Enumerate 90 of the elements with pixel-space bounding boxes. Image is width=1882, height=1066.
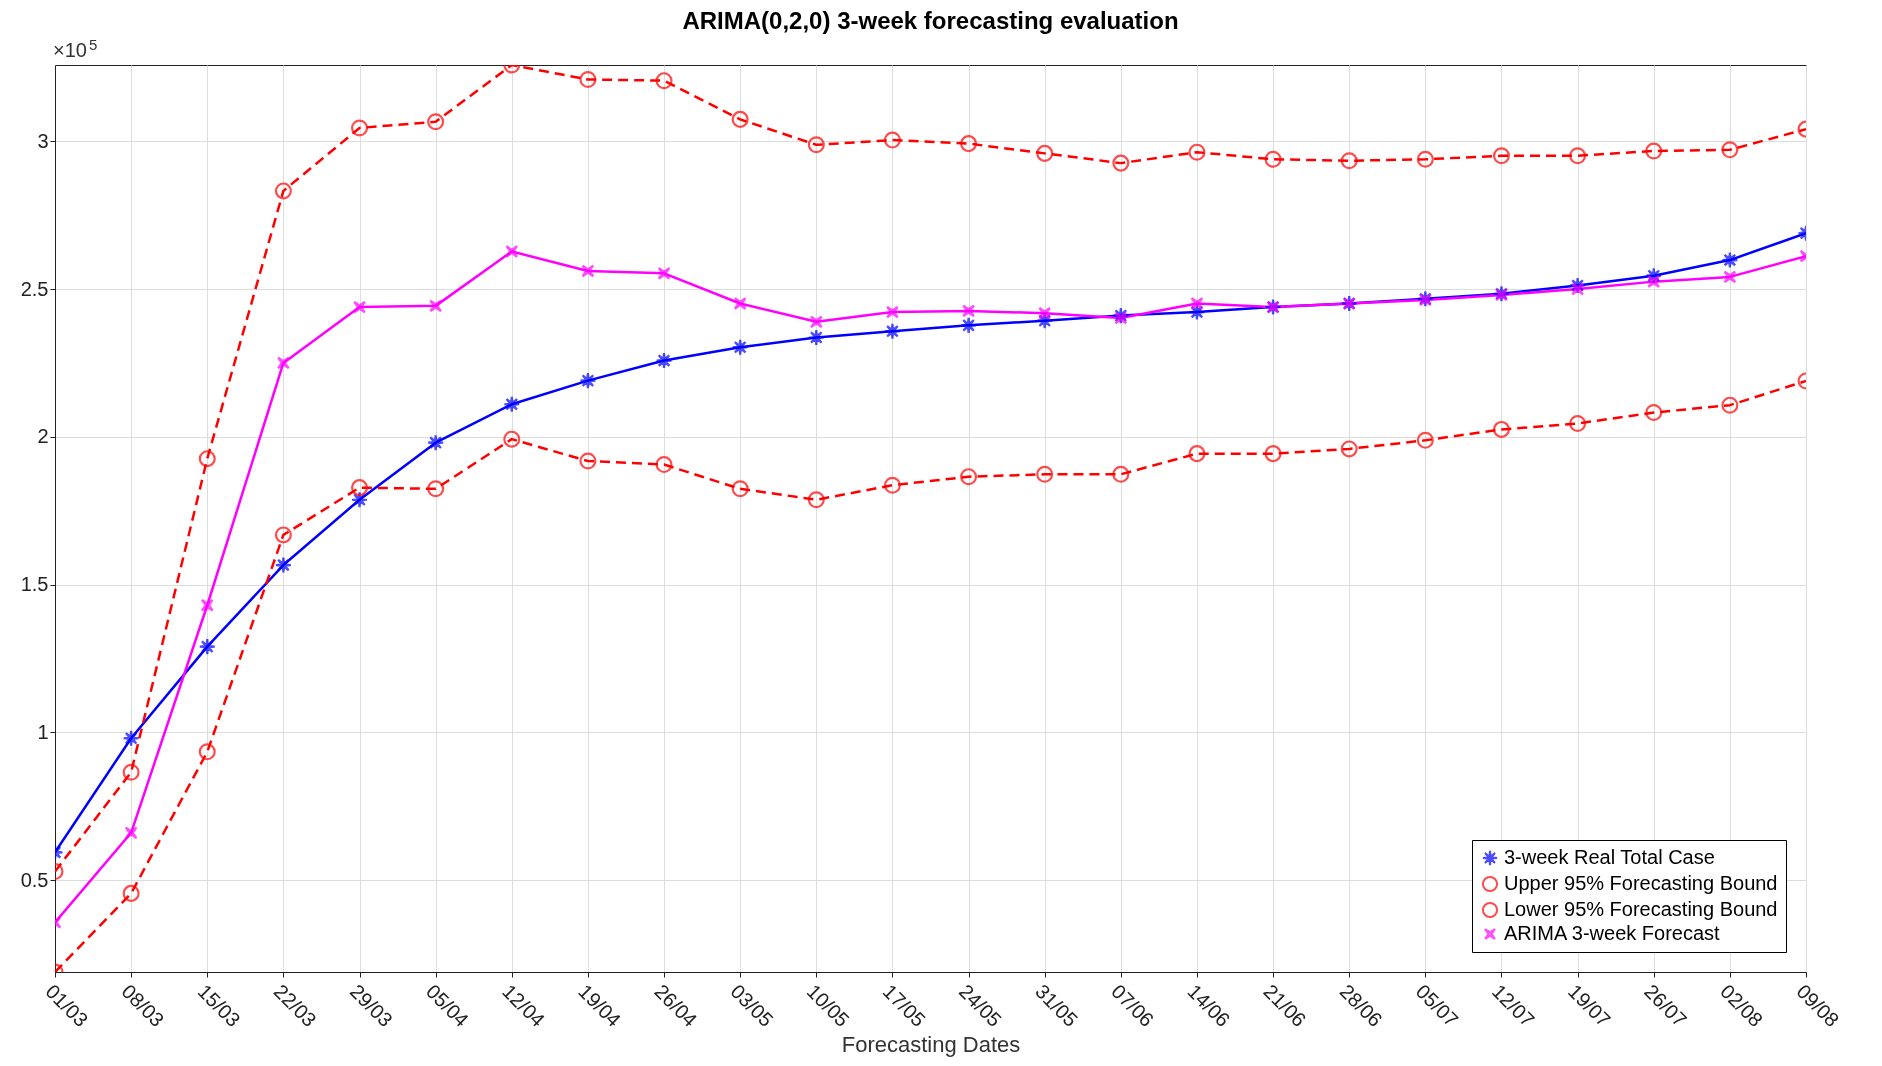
chart-title: ARIMA(0,2,0) 3-week forecasting evaluation (682, 7, 1179, 34)
legend-label: 3-week Real Total Case (1504, 846, 1715, 868)
point (960, 468, 978, 486)
point (277, 356, 290, 370)
point (351, 119, 369, 137)
point (655, 72, 673, 90)
point (886, 305, 899, 319)
point (1569, 414, 1587, 432)
x-axis-title: Forecasting Dates (841, 1032, 1021, 1058)
legend-label: Upper 95% Forecasting Bound (1504, 872, 1778, 894)
point (1569, 276, 1587, 294)
point (122, 884, 140, 902)
point (200, 598, 214, 612)
legend-label: Lower 95% Forecasting Bound (1504, 898, 1778, 920)
point (1645, 142, 1663, 160)
point (427, 480, 445, 498)
point (198, 450, 216, 468)
point (809, 315, 823, 329)
point (1492, 147, 1510, 165)
point (1340, 440, 1358, 458)
point (581, 264, 595, 278)
point (1416, 150, 1434, 168)
point (1569, 147, 1587, 165)
point (960, 135, 978, 153)
point (1190, 297, 1204, 310)
point (1723, 270, 1737, 284)
point (883, 131, 901, 149)
point (122, 729, 140, 747)
point (733, 297, 747, 310)
point (883, 476, 901, 494)
point (274, 556, 292, 574)
point (731, 480, 749, 498)
point (1112, 307, 1130, 325)
point (1645, 267, 1663, 285)
point (353, 300, 366, 314)
point (503, 430, 521, 448)
point (505, 245, 519, 258)
point (503, 395, 521, 413)
point (1264, 150, 1282, 168)
point (351, 491, 369, 509)
legend-label: ARIMA 3-week Forecast (1504, 922, 1721, 944)
y-tick-label: 0.5 (20, 868, 49, 891)
point (274, 182, 292, 200)
point (351, 479, 369, 497)
point (1036, 144, 1054, 162)
point (1112, 465, 1130, 483)
y-tick-label: 3 (37, 129, 49, 152)
point (122, 763, 140, 781)
point (807, 136, 825, 154)
y-tick-label: 2.5 (20, 277, 49, 300)
point (1188, 445, 1206, 463)
point (579, 452, 597, 470)
point (1112, 154, 1130, 172)
y-tick-label: 1.5 (20, 573, 49, 596)
point (1721, 141, 1739, 159)
point (1340, 152, 1358, 170)
point (731, 110, 749, 128)
point (807, 491, 825, 509)
y-tick-label: 2 (37, 425, 49, 448)
point (1645, 404, 1663, 422)
point (657, 267, 671, 280)
point (1492, 420, 1510, 438)
point (1036, 312, 1054, 330)
point (731, 338, 749, 356)
point (1114, 311, 1128, 325)
point (427, 113, 445, 131)
point (579, 372, 597, 390)
point (1038, 306, 1052, 320)
point (962, 304, 975, 318)
point (274, 526, 292, 544)
point (1571, 282, 1584, 296)
point (807, 328, 825, 346)
point (429, 299, 442, 313)
point (1264, 445, 1282, 463)
point (960, 316, 978, 334)
point (198, 638, 216, 656)
point (655, 352, 673, 370)
point (427, 434, 445, 452)
point (198, 743, 216, 761)
point (1721, 251, 1739, 269)
point (1188, 143, 1206, 161)
y-tick-label: 1 (37, 720, 49, 743)
point (1647, 275, 1661, 288)
point (883, 322, 901, 340)
point (579, 70, 597, 88)
point (1036, 465, 1054, 483)
point (1721, 396, 1739, 414)
point (655, 456, 673, 474)
point (124, 826, 138, 840)
point (1416, 431, 1434, 449)
